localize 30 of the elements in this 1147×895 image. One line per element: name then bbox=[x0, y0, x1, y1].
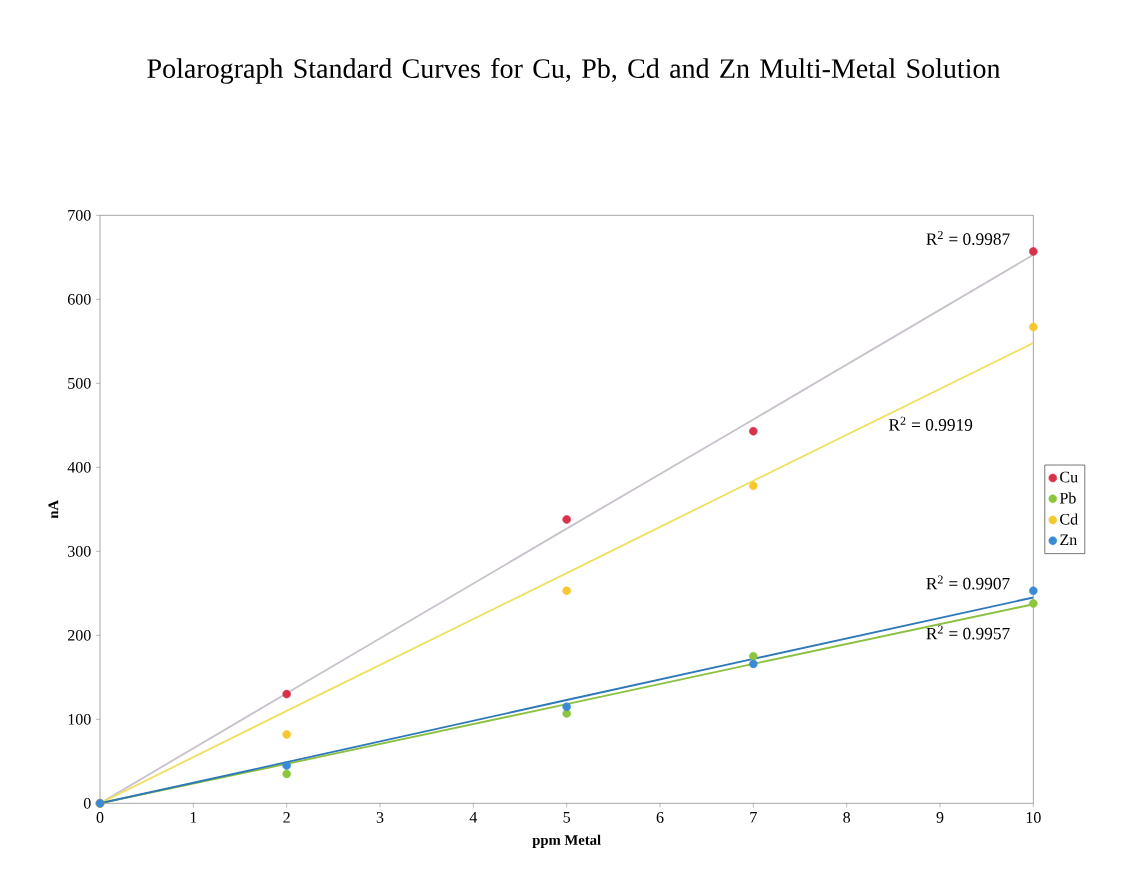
x-tick-label: 10 bbox=[1026, 812, 1041, 823]
legend-label: Cd bbox=[1060, 513, 1078, 525]
y-tick-label: 500 bbox=[68, 377, 91, 389]
y-tick-label: 700 bbox=[68, 209, 91, 221]
y-tick-label: 200 bbox=[68, 629, 91, 641]
y-tick-label: 300 bbox=[68, 545, 91, 557]
y-tick-label: 0 bbox=[83, 797, 91, 809]
annotation: R$^{2}$ = 0.9919 bbox=[888, 416, 973, 431]
x-tick-label: 2 bbox=[283, 812, 290, 823]
annotation: R$^{2}$ = 0.9957 bbox=[926, 625, 1010, 640]
x-tick-label: 9 bbox=[936, 812, 944, 823]
x-tick-label: 8 bbox=[843, 812, 851, 823]
x-tick-label: 4 bbox=[469, 812, 478, 823]
y-tick-label: 400 bbox=[67, 461, 91, 473]
x-tick-label: 0 bbox=[96, 812, 104, 823]
chart-title: Polarograph Standard Curves for Cu, Pb, Cd and Zn Multi-Metal Solution bbox=[147, 58, 1001, 84]
x-tick-label: 5 bbox=[563, 812, 571, 823]
legend-label: Pb bbox=[1059, 492, 1076, 504]
x-axis-title: ppm Metal bbox=[532, 834, 601, 848]
x-tick-label: 1 bbox=[190, 812, 197, 823]
x-tick-label: 3 bbox=[376, 812, 384, 823]
legend-label: Zn bbox=[1060, 534, 1077, 545]
y-axis-title: nA bbox=[48, 500, 59, 519]
legend-label: Cu bbox=[1060, 471, 1078, 483]
y-tick-label: 600 bbox=[67, 293, 91, 305]
y-tick-label: 100 bbox=[68, 713, 91, 725]
annotation: R$^{2}$ = 0.9987 bbox=[926, 230, 1010, 245]
x-tick-label: 6 bbox=[656, 812, 664, 823]
x-tick-label: 7 bbox=[750, 812, 757, 823]
annotation: R$^{2}$ = 0.9907 bbox=[926, 575, 1010, 590]
